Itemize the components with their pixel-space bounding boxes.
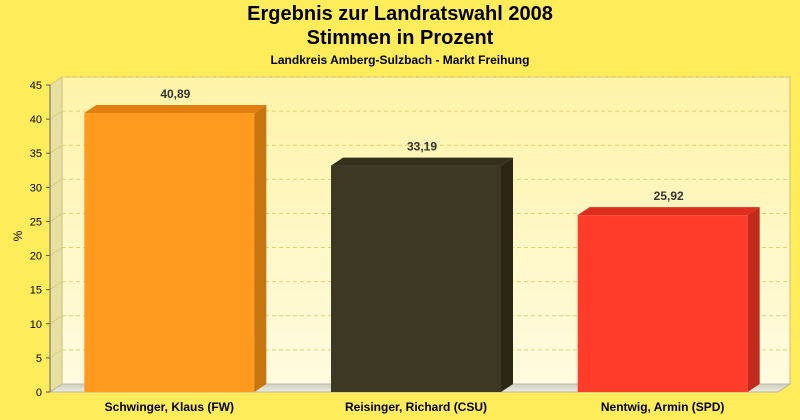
chart-title: Ergebnis zur Landratswahl 2008	[247, 3, 553, 25]
grid-line-side	[49, 281, 63, 291]
y-tick-label: 30	[30, 182, 42, 194]
y-tick-label: 20	[30, 251, 42, 263]
y-tick-label: 40	[30, 114, 42, 126]
bar-top	[577, 207, 760, 216]
bar-side	[747, 207, 760, 392]
grid-line-side	[49, 247, 63, 256]
y-axis-label: %	[11, 230, 25, 241]
y-tick-label: 35	[30, 148, 42, 160]
y-tick-label: 10	[30, 319, 42, 331]
grid-line-side	[49, 349, 63, 359]
grid-line-side	[49, 315, 63, 325]
bar-side	[501, 157, 513, 392]
bar-1	[331, 157, 513, 392]
y-tick-label: 45	[30, 80, 42, 92]
y-tick-label: 5	[36, 353, 42, 365]
bar-0	[84, 105, 267, 392]
bar-side	[254, 105, 267, 392]
x-tick-label: Schwinger, Klaus (FW)	[105, 400, 234, 414]
grid-line-side	[49, 110, 63, 120]
bar-top	[331, 157, 513, 166]
bar-top	[84, 105, 267, 114]
chart-subtitle-region: Landkreis Amberg-Sulzbach - Markt Freihu…	[270, 53, 530, 67]
y-tick-label: 0	[36, 387, 42, 399]
grid-line-side	[49, 213, 63, 222]
bar-front	[84, 113, 255, 392]
y-tick-label: 15	[30, 285, 42, 297]
grid-line-side	[49, 76, 63, 86]
plot-side-wall	[49, 76, 63, 393]
x-tick-label: Reisinger, Richard (CSU)	[345, 400, 487, 414]
x-tick-label: Nentwig, Armin (SPD)	[601, 400, 725, 414]
chart-subtitle: Stimmen in Prozent	[306, 27, 494, 49]
bar-front	[331, 165, 501, 392]
bar-value-label: 33,19	[407, 140, 437, 154]
bar-2	[577, 207, 760, 392]
y-tick-label: 25	[30, 216, 42, 228]
bar-value-label: 25,92	[654, 189, 684, 203]
grid-line-side	[49, 144, 63, 154]
bar-front	[577, 215, 748, 392]
bar-value-label: 40,89	[160, 87, 190, 101]
grid-line-side	[49, 178, 63, 188]
